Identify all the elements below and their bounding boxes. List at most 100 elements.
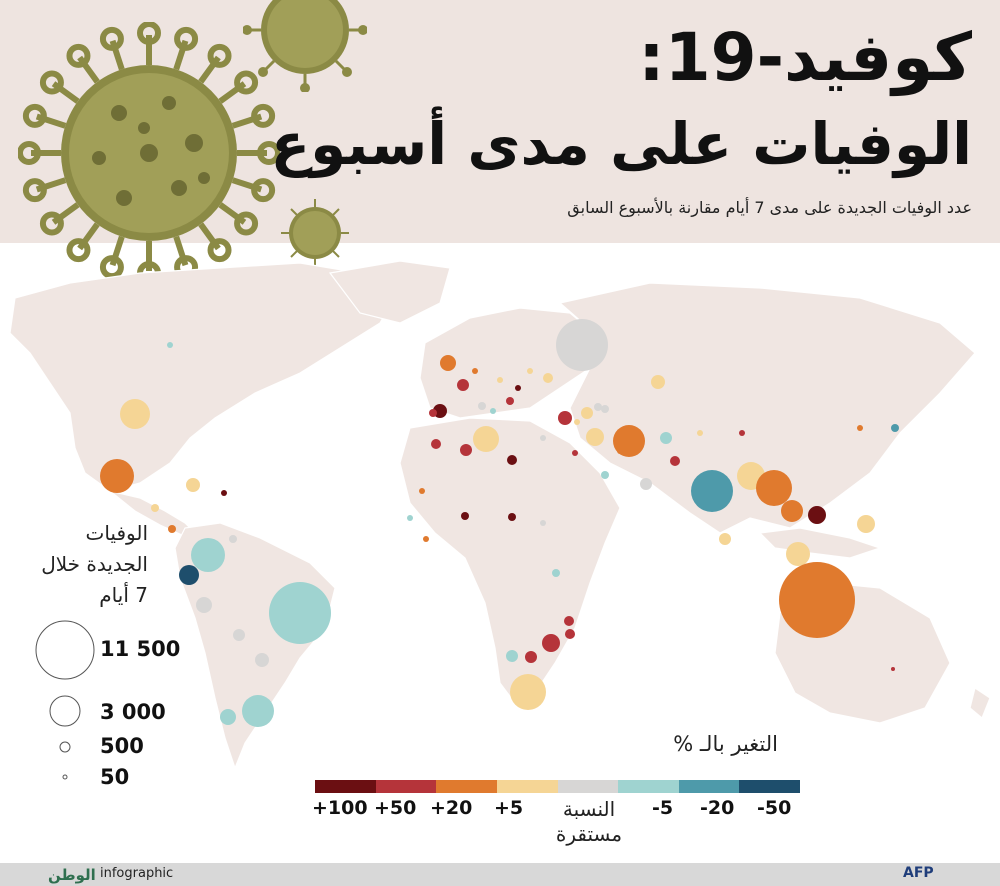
country-bubble-62 <box>478 402 486 410</box>
country-bubble-73 <box>423 536 429 542</box>
country-bubble-10 <box>651 375 665 389</box>
country-bubble-21 <box>781 500 803 522</box>
country-bubble-22 <box>808 506 826 524</box>
country-bubble-17 <box>640 478 652 490</box>
size-legend-circle-50 <box>62 774 68 780</box>
country-bubble-57 <box>527 368 533 374</box>
scale-segment-3 <box>496 780 558 793</box>
country-bubble-8 <box>507 455 517 465</box>
country-bubble-51 <box>891 424 899 432</box>
country-bubble-44 <box>565 629 575 639</box>
country-bubble-42 <box>525 651 537 663</box>
scale-segment-7 <box>739 780 800 793</box>
country-bubble-31 <box>186 478 200 492</box>
country-bubble-49 <box>419 488 425 494</box>
country-bubble-28 <box>594 403 602 411</box>
change-label-plus20: +20 <box>430 797 473 819</box>
country-bubble-32 <box>191 538 225 572</box>
scale-segment-2 <box>436 780 497 793</box>
country-bubble-38 <box>242 695 274 727</box>
country-bubble-72 <box>407 515 413 521</box>
size-legend-circles <box>35 620 95 780</box>
change-label-minus50: -50 <box>757 797 792 819</box>
country-bubble-43 <box>506 650 518 662</box>
country-bubble-7 <box>460 444 472 456</box>
indonesia-land <box>758 527 882 559</box>
scale-segment-0 <box>315 780 376 793</box>
country-bubbles <box>100 319 899 727</box>
country-bubble-68 <box>697 430 703 436</box>
country-bubble-66 <box>574 419 580 425</box>
size-legend-label-500: 500 <box>100 734 144 758</box>
country-bubble-6 <box>431 439 441 449</box>
continents <box>9 260 991 770</box>
country-bubble-39 <box>220 709 236 725</box>
size-legend-label-50: 50 <box>100 765 130 789</box>
country-bubble-70 <box>572 450 578 456</box>
country-bubble-53 <box>229 535 237 543</box>
country-bubble-60 <box>506 397 514 405</box>
country-bubble-47 <box>508 513 516 521</box>
country-bubble-54 <box>151 504 159 512</box>
north-america-land <box>9 262 401 492</box>
size-legend-circle-500 <box>59 741 71 753</box>
size-legend-label-11500: 11 500 <box>100 637 181 661</box>
virus-illustration-large <box>18 22 280 284</box>
footer-section-label: infographic <box>100 866 174 881</box>
country-bubble-34 <box>196 597 212 613</box>
change-label-plus5: +5 <box>494 797 524 819</box>
scale-segment-5 <box>618 780 679 793</box>
country-bubble-55 <box>168 525 176 533</box>
country-bubble-15 <box>601 471 609 479</box>
new-zealand-land <box>969 687 991 719</box>
country-bubble-9 <box>543 373 553 383</box>
country-bubble-1 <box>440 355 456 371</box>
greenland-land <box>328 260 451 324</box>
page-title-line1: كوفيد-19: <box>638 19 972 96</box>
page-title-line2: الوفيات على مدى أسبوع <box>270 110 972 178</box>
size-legend-title: الوفيات الجديدة خلال 7 أيام <box>41 521 148 607</box>
country-bubble-27 <box>581 407 593 419</box>
country-bubble-74 <box>891 667 895 671</box>
country-bubble-71 <box>540 435 546 441</box>
country-bubble-67 <box>617 448 623 454</box>
country-bubble-29 <box>120 399 150 429</box>
country-bubble-58 <box>497 377 503 383</box>
country-bubble-41 <box>542 634 560 652</box>
country-bubble-20 <box>756 470 792 506</box>
size-legend-circle-3000 <box>49 695 81 727</box>
country-bubble-11 <box>558 411 572 425</box>
country-bubble-5 <box>473 426 499 452</box>
size-legend-circle-11500 <box>35 620 95 680</box>
country-bubble-52 <box>221 490 227 496</box>
country-bubble-14 <box>660 432 672 444</box>
world-map <box>9 260 991 770</box>
size-legend-label-3000: 3 000 <box>100 700 166 724</box>
country-bubble-4 <box>429 409 437 417</box>
country-bubble-26 <box>779 562 855 638</box>
scale-segment-4 <box>557 780 619 793</box>
scale-segment-6 <box>678 780 740 793</box>
asia-land <box>558 282 976 534</box>
country-bubble-36 <box>233 629 245 641</box>
country-bubble-40 <box>510 674 546 710</box>
agency-logo: AFP <box>903 865 934 881</box>
africa-land <box>399 417 621 704</box>
country-bubble-45 <box>564 616 574 626</box>
brand-logo: الوطن <box>48 866 96 884</box>
country-bubble-46 <box>552 569 560 577</box>
change-legend-title: التغير بالـ % <box>673 732 778 756</box>
country-bubble-23 <box>857 515 875 533</box>
country-bubble-37 <box>255 653 269 667</box>
country-bubble-12 <box>586 428 604 446</box>
scale-segment-1 <box>375 780 437 793</box>
country-bubble-59 <box>472 368 478 374</box>
country-bubble-33 <box>179 565 199 585</box>
country-bubble-56 <box>515 385 521 391</box>
country-bubble-64 <box>601 405 609 413</box>
country-bubble-0 <box>556 319 608 371</box>
country-bubble-16 <box>670 456 680 466</box>
country-bubble-65 <box>540 520 546 526</box>
country-bubble-18 <box>691 470 733 512</box>
change-color-scale <box>315 780 800 793</box>
